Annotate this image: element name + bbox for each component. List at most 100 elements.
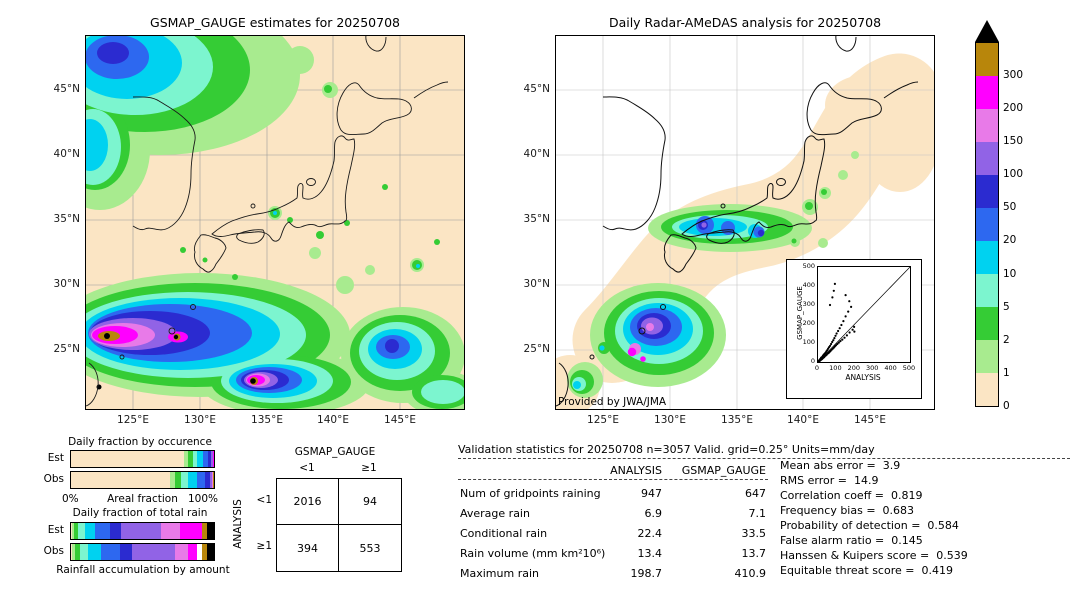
stats-row-gsmap-3: 13.7 [741,547,767,560]
contingency-col-lt1: <1 [299,462,315,474]
scatter-points [817,282,856,363]
inset-xtick-300: 300 [865,364,879,372]
areal-min-label: 0% [62,493,79,505]
inset-ytick-200: 200 [802,319,815,327]
stats-divider-top [458,458,1070,459]
stats-row-analysis-4: 198.7 [630,567,663,580]
left-map [20,0,480,415]
inset-xtick-500: 500 [902,364,916,372]
left-lon-135: 135°E [251,414,283,426]
left-lat-30: 30°N [53,278,80,290]
right-map-precipitation [567,151,859,398]
stats-title: Validation statistics for 20250708 n=305… [458,443,875,456]
right-lon-140: 140°E [787,414,819,426]
right-lon-145: 145°E [854,414,886,426]
colorbar-over-triangle [975,20,999,42]
stats-row-gsmap-1: 7.1 [748,507,767,520]
metric-hanssen-kuipers: Hanssen & Kuipers score = 0.539 [780,549,968,562]
colorbar-label-20: 20 [1003,234,1017,246]
left-lon-125: 125°E [117,414,149,426]
inset-ylabel: GSMAP_GAUGE [796,286,804,340]
left-lat-35: 35°N [53,213,80,225]
stats-row-analysis-0: 947 [641,487,662,500]
contingency-col-header: GSMAP_GAUGE [294,446,376,458]
metric-rms-error: RMS error = 14.9 [780,474,879,487]
inset-ytick-500: 500 [802,262,815,270]
occurrence-est-bar [70,450,215,468]
left-lat-45: 45°N [53,83,80,95]
left-map-border [85,35,465,410]
stats-row-label-3: Rain volume (mm km²10⁶) [460,547,606,560]
colorbar-label-1: 1 [1003,367,1010,379]
stats-col-gsmap: GSMAP_GAUGE [681,464,766,477]
stats-row-analysis-2: 22.4 [637,527,663,540]
colorbar-label-150: 150 [1003,135,1024,147]
areal-max-label: 100% [188,493,219,505]
contingency-cell-10: 394 [277,525,339,571]
stats-row-gsmap-4: 410.9 [734,567,767,580]
inset-xtick-200: 200 [847,364,860,372]
areal-fraction-label: Areal fraction [107,493,178,505]
inset-ytick-300: 300 [802,300,815,308]
metric-correlation: Correlation coeff = 0.819 [780,489,923,502]
left-map-title: GSMAP_GAUGE estimates for 20250708 [150,15,400,30]
right-map-title: Daily Radar-AMeDAS analysis for 20250708 [608,15,882,30]
right-map-border [555,35,935,410]
accumulation-label: Rainfall accumulation by amount [56,564,230,576]
contingency-cell-01: 94 [339,479,401,525]
colorbar-label-10: 10 [1003,268,1017,280]
contingency-table: 2016 94 394 553 [276,478,402,572]
left-lon-140: 140°E [317,414,349,426]
stats-row-gsmap-2: 33.5 [741,527,767,540]
colorbar-label-300: 300 [1003,69,1024,81]
left-lat-40: 40°N [53,148,80,160]
totalrain-title: Daily fraction of total rain [72,507,208,519]
inset-ytick-100: 100 [802,338,815,346]
identity-line [817,266,911,363]
colorbar-label-2: 2 [1003,334,1010,346]
contingency-row-header: ANALYSIS [232,499,244,549]
left-map-canvas [20,0,480,415]
colorbar-label-5: 5 [1003,301,1010,313]
occurrence-est-label: Est [47,452,64,464]
metric-mean-abs-error: Mean abs error = 3.9 [780,459,901,472]
contingency-col-ge1: ≥1 [361,462,377,474]
stats-row-gsmap-0: 647 [745,487,766,500]
occurrence-title: Daily fraction by occurence [68,436,212,448]
colorbar-label-50: 50 [1003,201,1017,213]
metric-pod: Probability of detection = 0.584 [780,519,959,532]
contingency-cell-11: 553 [359,541,381,555]
stats-row-analysis-3: 13.4 [637,547,663,560]
inset-plot-canvas [817,266,911,363]
totalrain-obs-label: Obs [43,545,64,557]
right-lon-135: 135°E [721,414,753,426]
inset-xtick-400: 400 [884,364,897,372]
stats-row-analysis-1: 6.9 [644,507,663,520]
right-lat-40: 40°N [523,148,550,160]
right-lat-30: 30°N [523,278,550,290]
colorbar-label-100: 100 [1003,168,1024,180]
inset-xtick-0: 0 [814,364,820,372]
stats-divider-header [458,479,768,480]
left-lat-25: 25°N [53,343,80,355]
occurrence-obs-label: Obs [43,473,64,485]
inset-ytick-0: 0 [810,357,815,365]
colorbar [975,42,999,407]
stats-col-analysis: ANALYSIS [610,464,662,477]
right-lon-130: 130°E [654,414,686,426]
right-lat-45: 45°N [523,83,550,95]
metric-frequency-bias: Frequency bias = 0.683 [780,504,915,517]
right-lat-35: 35°N [523,213,550,225]
totalrain-est-label: Est [47,524,64,536]
stats-row-label-2: Conditional rain [460,527,548,540]
inset-plot-frame [817,266,911,363]
left-lon-145: 145°E [384,414,416,426]
metric-equitable-threat: Equitable threat score = 0.419 [780,564,953,577]
stats-row-label-0: Num of gridpoints raining [460,487,601,500]
inset-xlabel: ANALYSIS [845,373,881,382]
left-lon-130: 130°E [184,414,216,426]
right-lon-125: 125°E [587,414,619,426]
right-lat-25: 25°N [523,343,550,355]
inset-scatter: GSMAP_GAUGE 500 400 300 200 100 0 0 100 … [786,259,922,399]
